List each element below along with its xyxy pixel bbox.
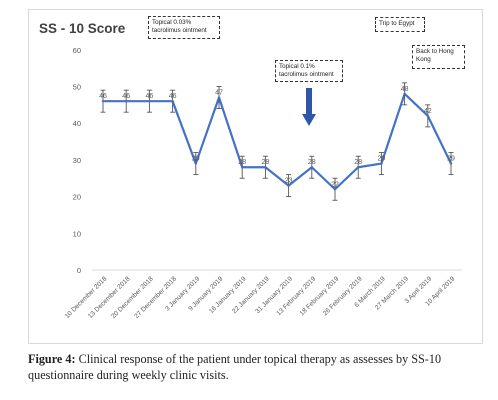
data-point: [357, 166, 360, 169]
data-label: 48: [401, 86, 409, 93]
data-point: [426, 114, 429, 118]
figure-caption: Figure 4: Clinical response of the patie…: [28, 351, 488, 383]
y-tick-label: 40: [73, 119, 81, 128]
annotation-line: tacrolimus ointment: [279, 71, 334, 78]
data-point: [148, 99, 151, 103]
data-point: [217, 96, 221, 99]
y-tick-label: 20: [73, 193, 81, 202]
data-label: 47: [215, 90, 223, 97]
data-point: [333, 188, 337, 191]
chart-frame: [28, 9, 483, 344]
y-tick-label: 30: [73, 156, 81, 165]
annotation-topical-003: Topical 0.03% tacrolimus ointment: [148, 16, 220, 39]
y-tick-label: 10: [73, 229, 81, 238]
data-point: [310, 166, 313, 169]
series-line: [103, 92, 452, 191]
annotation-line: Back to Hong: [416, 48, 454, 55]
y-tick-label: 60: [73, 46, 81, 55]
y-tick-label: 0: [77, 266, 81, 275]
data-point: [125, 99, 128, 103]
data-label: 29: [378, 156, 386, 163]
data-label: 23: [285, 178, 293, 185]
annotation-trip-egypt: Trip to Egypt: [375, 17, 425, 32]
x-tick-label: 13 December 2018: [87, 275, 132, 320]
x-tick-label: 10 December 2018: [64, 275, 109, 320]
annotation-back-hong-kong: Back to Hong Kong: [412, 45, 465, 69]
data-label: 46: [122, 93, 130, 100]
data-point: [380, 162, 383, 165]
data-label: 28: [308, 159, 316, 166]
data-label: 29: [192, 156, 200, 163]
annotation-topical-01: Topical 0.1% tacrolimus ointment: [275, 60, 343, 82]
data-label: 46: [99, 93, 107, 100]
data-label: 46: [169, 93, 177, 100]
data-point: [194, 162, 197, 165]
annotation-line: Kong: [416, 56, 431, 63]
chart-title: SS - 10 Score: [39, 21, 126, 36]
data-point: [171, 99, 174, 103]
data-label: 29: [447, 156, 455, 163]
annotation-line: Topical 0.03%: [152, 19, 192, 26]
data-point: [449, 162, 453, 165]
arrow-shaft: [306, 88, 312, 114]
caption-text: Clinical response of the patient under t…: [28, 352, 442, 382]
data-label: 42: [424, 108, 432, 115]
data-label: 46: [146, 93, 154, 100]
arrow-head: [302, 114, 316, 126]
annotation-line: tacrolimus ointment: [152, 27, 207, 34]
x-tick-label: 27 December 2018: [133, 275, 178, 320]
caption-label: Figure 4:: [28, 352, 76, 366]
data-point: [403, 92, 406, 96]
annotation-line: Topical 0.1%: [279, 63, 315, 70]
data-label: 28: [238, 159, 246, 166]
data-label: 22: [331, 181, 339, 188]
x-tick-label: 20 December 2018: [110, 275, 155, 320]
y-tick-label: 50: [73, 83, 81, 92]
data-label: 28: [354, 159, 362, 166]
data-point: [264, 166, 267, 169]
data-label: 28: [262, 159, 270, 166]
data-point: [101, 99, 105, 103]
data-point: [287, 184, 290, 187]
annotation-line: Trip to Egypt: [379, 20, 415, 27]
data-point: [241, 166, 244, 169]
